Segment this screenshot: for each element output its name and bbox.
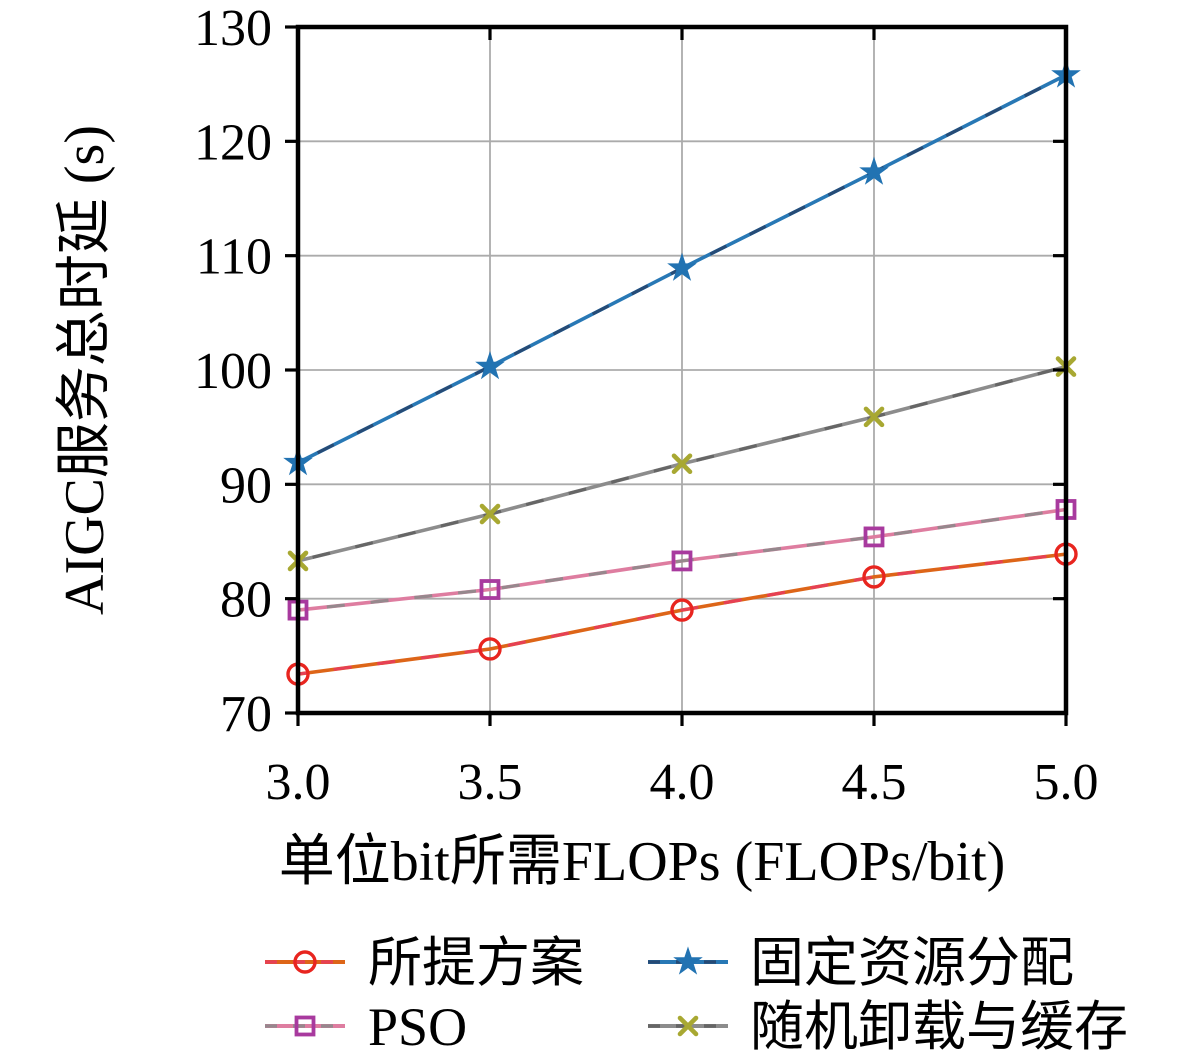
legend-item: 随机卸载与缓存 [648, 997, 1128, 1057]
circle-marker [293, 950, 317, 974]
y-tick-label: 120 [194, 114, 272, 171]
legend-item: 固定资源分配 [648, 933, 1074, 993]
legend-item: 所提方案 [265, 933, 584, 993]
square-marker [671, 550, 693, 572]
circle-marker [478, 637, 502, 661]
x-marker [479, 503, 501, 525]
y-tick-label: 80 [220, 572, 272, 629]
series-x [287, 356, 1077, 572]
square-marker [294, 1015, 316, 1037]
star-marker [859, 156, 889, 185]
legend-label: 所提方案 [368, 933, 584, 993]
star-marker [667, 252, 697, 281]
circle-marker [862, 565, 886, 589]
series-circle [286, 542, 1078, 686]
star-marker [673, 946, 703, 975]
legend-label: 固定资源分配 [750, 933, 1074, 993]
legend-label: PSO [368, 997, 467, 1057]
x-tick-label: 4.5 [842, 754, 907, 811]
square-marker [479, 579, 501, 600]
x-axis-title: 单位bit所需FLOPs (FLOPs/bit) [279, 831, 1006, 893]
series-line-overlay [297, 552, 1067, 676]
x-tick-label: 5.0 [1034, 754, 1099, 811]
y-tick-label: 100 [194, 343, 272, 400]
square-marker [863, 526, 885, 548]
series-line-overlay [297, 507, 1067, 612]
axis-ticks-group [285, 25, 1068, 726]
y-axis-title: AIGC服务总时延 (s) [54, 125, 116, 615]
star-marker [475, 351, 505, 380]
x-marker [677, 1015, 699, 1037]
x-tick-label: 3.0 [266, 754, 331, 811]
y-tick-label: 90 [220, 457, 272, 514]
y-tick-label: 110 [196, 229, 272, 286]
x-marker [671, 453, 693, 475]
y-tick-label: 130 [194, 0, 272, 57]
x-tick-label: 4.0 [650, 754, 715, 811]
tick-labels-group: 70 80 90 100 110 120 130 3.0 3.5 4.0 4.5 5.0 [194, 0, 1099, 811]
x-tick-label: 3.5 [458, 754, 523, 811]
series-group [283, 59, 1081, 686]
x-marker [863, 406, 885, 428]
legend-item: PSO [265, 997, 467, 1057]
legend-label: 随机卸载与缓存 [750, 997, 1128, 1057]
circle-marker [670, 598, 694, 622]
y-tick-label: 70 [220, 686, 272, 743]
